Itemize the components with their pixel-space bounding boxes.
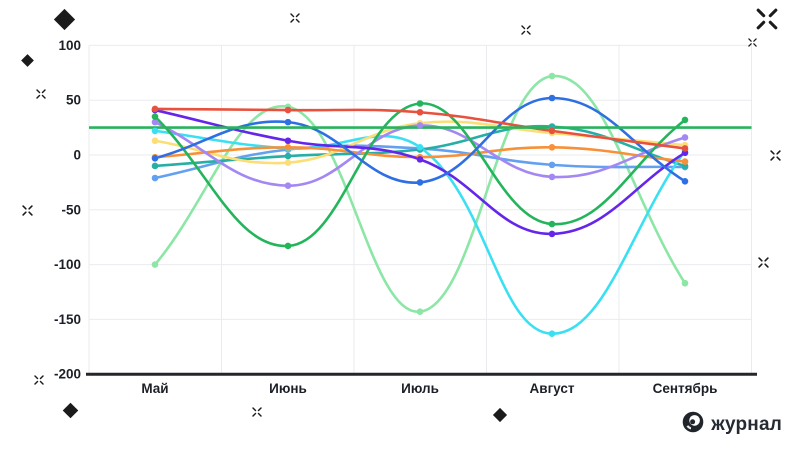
journal-logo-icon: [682, 411, 704, 438]
x-tick-label: Сентябрь: [653, 381, 718, 396]
data-point-light-purple: [284, 182, 292, 189]
data-point-cyan: [151, 127, 159, 135]
data-point-light-purple: [681, 134, 689, 141]
data-point-green: [284, 242, 292, 250]
y-tick-label: -200: [54, 367, 81, 382]
data-point-blue: [151, 154, 159, 162]
sparkle-icon: [252, 407, 262, 417]
journal-logo: журнал: [682, 411, 782, 438]
data-point-blue: [681, 178, 689, 185]
sparkle-icon: [36, 89, 46, 99]
data-point-green: [416, 100, 424, 107]
data-point-light-green: [151, 261, 159, 268]
sparkle-icon: [521, 25, 531, 35]
y-tick-label: -150: [54, 312, 81, 327]
data-point-violet: [416, 156, 424, 163]
sparkle-icon: [756, 8, 778, 30]
data-point-green: [681, 116, 689, 124]
data-point-green: [151, 113, 159, 120]
data-point-blue: [416, 179, 424, 186]
data-point-teal: [284, 152, 292, 160]
sparkle-icon: [290, 13, 300, 23]
x-tick-label: Июль: [401, 381, 439, 396]
y-tick-label: -100: [54, 257, 81, 272]
series-line-violet: [153, 108, 687, 236]
sparkle-icon: [34, 375, 44, 385]
y-tick-label: -50: [61, 202, 81, 217]
data-point-teal: [151, 162, 159, 170]
data-point-light-purple: [548, 173, 556, 181]
data-point-orange: [681, 158, 689, 165]
data-point-light-purple: [416, 122, 424, 129]
x-tick-label: Май: [141, 381, 168, 396]
data-point-orange: [548, 144, 556, 151]
data-point-yellow: [151, 137, 159, 145]
data-point-red: [548, 127, 556, 135]
data-point-cyan: [416, 144, 424, 151]
data-point-light-blue: [151, 174, 159, 182]
data-point-light-green: [548, 72, 556, 80]
x-tick-label: Август: [530, 381, 575, 396]
data-point-light-green: [681, 279, 689, 287]
data-point-blue: [548, 94, 556, 102]
data-point-light-purple: [151, 118, 159, 126]
y-tick-label: 50: [66, 93, 81, 108]
data-point-violet: [548, 230, 556, 238]
sparkle-icon: [748, 38, 757, 47]
data-point-green: [548, 220, 556, 228]
data-point-red: [151, 105, 159, 113]
data-point-red: [284, 106, 292, 114]
sparkle-icon: [770, 150, 781, 161]
data-point-blue: [284, 118, 292, 126]
data-point-orange: [284, 144, 292, 151]
journal-logo-label: журнал: [711, 413, 782, 435]
data-point-red: [416, 108, 424, 116]
data-point-violet: [284, 137, 292, 145]
sparkle-icon: [758, 257, 769, 268]
y-tick-label: 0: [73, 148, 81, 163]
sparkle-icon: [22, 205, 33, 216]
data-point-yellow: [284, 159, 292, 166]
x-tick-label: Июнь: [269, 381, 307, 396]
y-tick-label: 100: [58, 38, 81, 53]
data-point-light-blue: [548, 161, 556, 169]
data-point-red: [681, 145, 689, 152]
data-point-cyan: [548, 330, 556, 337]
data-point-light-green: [416, 308, 424, 316]
